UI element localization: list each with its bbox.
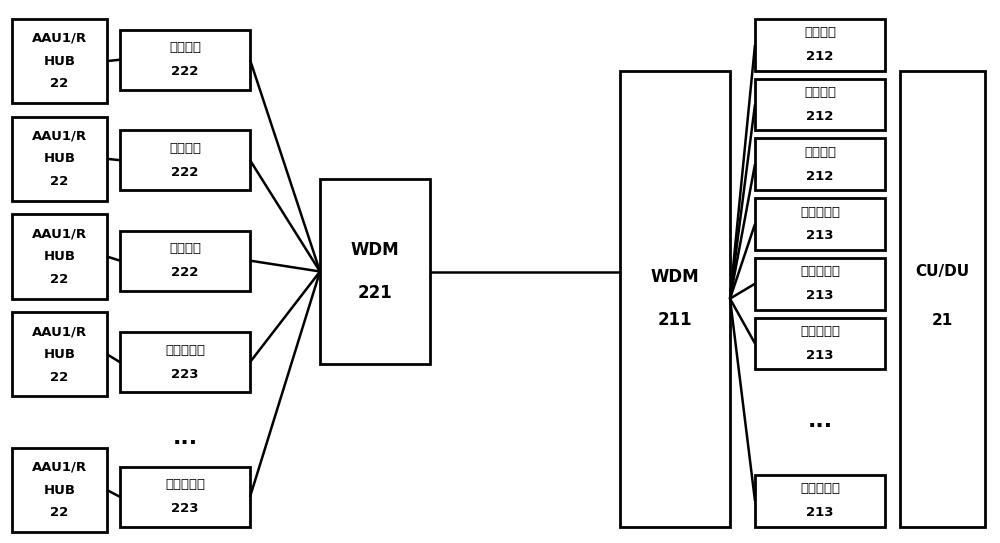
Bar: [755, 198, 885, 250]
Text: 213: 213: [806, 507, 834, 519]
Text: 可调光模块: 可调光模块: [165, 344, 205, 357]
Bar: [320, 179, 430, 364]
Bar: [12, 117, 107, 201]
Text: 彩光模块: 彩光模块: [804, 27, 836, 39]
Text: AAU1/R: AAU1/R: [32, 461, 87, 473]
Text: 213: 213: [806, 289, 834, 302]
Text: 22: 22: [50, 371, 69, 383]
Text: ···: ···: [807, 416, 833, 436]
Text: HUB: HUB: [44, 250, 76, 263]
Text: AAU1/R: AAU1/R: [32, 228, 87, 240]
Bar: [120, 130, 250, 190]
Text: 212: 212: [806, 50, 834, 63]
Bar: [120, 467, 250, 527]
Text: 211: 211: [658, 311, 692, 330]
Bar: [12, 448, 107, 532]
Text: AAU1/R: AAU1/R: [32, 325, 87, 338]
Text: 22: 22: [50, 175, 69, 188]
Text: 可调光模块: 可调光模块: [800, 483, 840, 495]
Text: ···: ···: [172, 433, 198, 452]
Bar: [900, 71, 985, 527]
Text: 可调光模块: 可调光模块: [800, 325, 840, 338]
Text: 212: 212: [806, 110, 834, 123]
Text: 222: 222: [171, 65, 199, 78]
Text: 可调光模块: 可调光模块: [165, 478, 205, 491]
Text: AAU1/R: AAU1/R: [32, 32, 87, 45]
Text: AAU1/R: AAU1/R: [32, 130, 87, 142]
Text: 22: 22: [50, 78, 69, 90]
Text: 213: 213: [806, 230, 834, 242]
Bar: [120, 231, 250, 291]
Bar: [12, 214, 107, 299]
Text: 22: 22: [50, 273, 69, 286]
Bar: [120, 332, 250, 392]
Text: 彩光模块: 彩光模块: [804, 146, 836, 159]
Text: 223: 223: [171, 368, 199, 381]
Bar: [120, 30, 250, 90]
Text: 彩光模块: 彩光模块: [804, 86, 836, 99]
Text: 212: 212: [806, 170, 834, 182]
Bar: [755, 79, 885, 130]
Bar: [755, 475, 885, 527]
Text: 22: 22: [50, 507, 69, 519]
Bar: [755, 138, 885, 190]
Text: 213: 213: [806, 349, 834, 362]
Text: 222: 222: [171, 266, 199, 279]
Text: 可调光模块: 可调光模块: [800, 206, 840, 218]
Bar: [12, 312, 107, 396]
Text: HUB: HUB: [44, 484, 76, 496]
Bar: [620, 71, 730, 527]
Text: WDM: WDM: [351, 241, 399, 259]
Text: 彩光模块: 彩光模块: [169, 242, 201, 255]
Text: 222: 222: [171, 166, 199, 179]
Text: HUB: HUB: [44, 348, 76, 361]
Text: 彩光模块: 彩光模块: [169, 142, 201, 155]
Bar: [755, 258, 885, 310]
Text: CU/DU: CU/DU: [915, 264, 970, 279]
Text: 223: 223: [171, 502, 199, 515]
Text: HUB: HUB: [44, 55, 76, 67]
Bar: [755, 19, 885, 71]
Text: 21: 21: [932, 313, 953, 328]
Bar: [12, 19, 107, 103]
Text: HUB: HUB: [44, 153, 76, 165]
Text: 可调光模块: 可调光模块: [800, 266, 840, 278]
Text: 彩光模块: 彩光模块: [169, 41, 201, 54]
Text: WDM: WDM: [651, 268, 699, 286]
Bar: [755, 318, 885, 369]
Text: 221: 221: [358, 284, 392, 302]
